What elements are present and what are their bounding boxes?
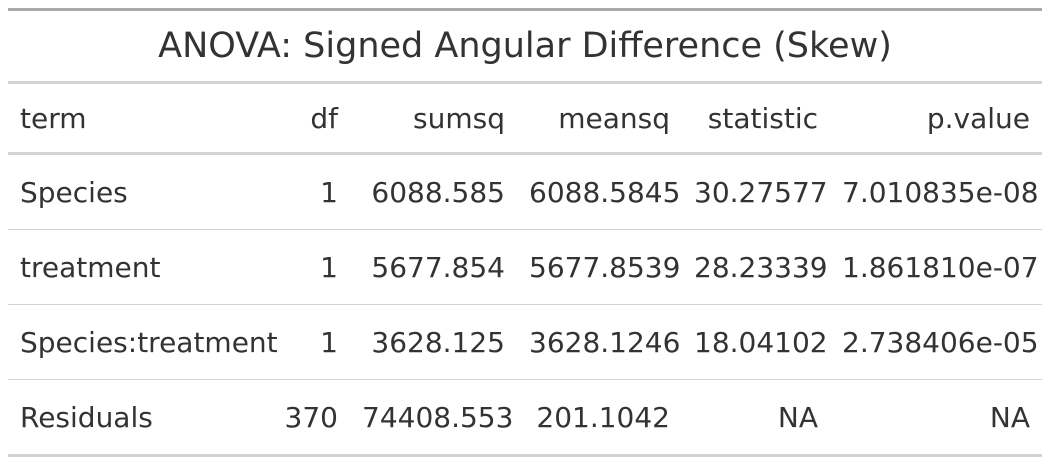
column-header-sumsq: sumsq	[350, 82, 517, 155]
cell-meansq: 5677.8539	[517, 229, 682, 305]
cell-statistic: 30.27577	[694, 175, 828, 209]
cell-meansq: 6088.5845	[529, 175, 681, 209]
cell-term: Species:treatment	[8, 304, 278, 380]
table-row: treatment 1 5677.854 5677.8539 28.23339 …	[8, 229, 1043, 305]
cell-p-value: NA	[830, 379, 1043, 456]
anova-table-container: ANOVA: Signed Angular Difference (Skew) …	[8, 8, 1043, 457]
cell-df: 1	[320, 175, 338, 209]
table-header-row: term df sumsq meansq statistic p.value	[8, 82, 1043, 155]
cell-term: Residuals	[8, 379, 270, 456]
cell-df: 370	[270, 379, 350, 456]
anova-table: ANOVA: Signed Angular Difference (Skew) …	[8, 8, 1043, 457]
column-header-term: term	[8, 82, 270, 155]
cell-term: treatment	[8, 229, 270, 305]
cell-p-value: 1.861810e-07	[830, 229, 1043, 305]
cell-sumsq: 74408.553	[350, 379, 517, 456]
cell-statistic: NA	[682, 379, 830, 456]
cell-sumsq: 3628.125	[350, 304, 517, 380]
cell-statistic: 28.23339	[682, 229, 830, 305]
column-header-df: df	[270, 82, 350, 155]
cell-df: 1	[270, 229, 350, 305]
cell-p-value: 2.738406e-05	[830, 304, 1043, 380]
table-title: ANOVA: Signed Angular Difference (Skew)	[8, 9, 1043, 84]
cell-p-value: 7.010835e-08	[842, 175, 1039, 209]
column-header-statistic: statistic	[682, 82, 830, 155]
cell-term: Species	[20, 175, 128, 209]
table-title-row: ANOVA: Signed Angular Difference (Skew)	[8, 9, 1043, 84]
cell-meansq: 3628.1246	[517, 304, 682, 380]
cell-meansq: 201.1042	[517, 379, 682, 456]
cell-df: 1	[270, 304, 350, 380]
column-header-p-value: p.value	[830, 82, 1043, 155]
table-row: Species:treatment 1 3628.125 3628.1246 1…	[8, 304, 1043, 380]
table-row: Species 1 6088.585 6088.5845 30.27577 7.…	[8, 154, 1042, 230]
column-header-meansq: meansq	[517, 82, 682, 155]
cell-sumsq: 5677.854	[350, 229, 517, 305]
cell-sumsq: 6088.585	[371, 175, 505, 209]
table-row: Residuals 370 74408.553 201.1042 NA NA	[8, 379, 1043, 456]
cell-statistic: 18.04102	[682, 304, 830, 380]
